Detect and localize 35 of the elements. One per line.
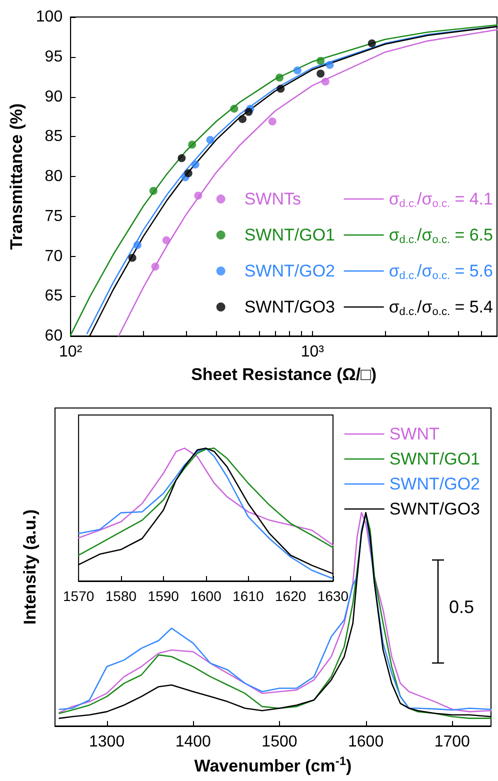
- x-tick-label: 10²: [59, 344, 83, 360]
- x-tick-label: 1570: [62, 588, 94, 604]
- legend-label: SWNT/GO3: [389, 500, 480, 518]
- legend-label: SWNT/GO2: [244, 262, 335, 280]
- y-tick-label: 80: [44, 168, 63, 185]
- x-tick-label: 1300: [89, 734, 125, 750]
- y-tick-label: 75: [44, 208, 63, 225]
- x-axis-title: Sheet Resistance (Ω/□): [191, 365, 377, 384]
- x-tick-label: 1620: [275, 588, 306, 604]
- x-tick-label: 1630: [317, 588, 349, 604]
- x-tick-label: 1700: [434, 734, 470, 750]
- y-tick-label: 100: [36, 8, 63, 26]
- y-tick-label: 85: [44, 128, 63, 146]
- legend-label: SWNT/GO3: [244, 298, 335, 316]
- x-tick-label: 1610: [232, 588, 264, 604]
- x-tick-label: 10³: [300, 344, 325, 360]
- x-tick-label: 1600: [190, 588, 222, 604]
- legend-label: SWNT: [389, 424, 440, 444]
- annotation: 0.5: [449, 597, 474, 617]
- y-tick-label: 90: [44, 88, 63, 106]
- y-tick-label: 65: [44, 288, 63, 305]
- legend-label: SWNT/GO1: [389, 450, 480, 468]
- legend-label: SWNT/GO2: [389, 474, 480, 494]
- legend-label: SWNTs: [244, 190, 301, 208]
- x-tick-label: 1500: [262, 734, 298, 750]
- y-tick-label: 95: [44, 48, 63, 66]
- x-tick-label: 1600: [348, 734, 384, 750]
- y-tick-label: 70: [44, 248, 63, 265]
- x-tick-label: 1590: [148, 588, 180, 604]
- y-axis-title: Intensity (a.u.): [20, 509, 40, 625]
- y-axis-title: Transmittance (%): [7, 103, 26, 250]
- legend-label: SWNT/GO1: [244, 226, 335, 244]
- x-tick-label: 1400: [175, 734, 212, 750]
- x-tick-label: 1580: [105, 588, 137, 604]
- y-tick-label: 60: [44, 328, 63, 344]
